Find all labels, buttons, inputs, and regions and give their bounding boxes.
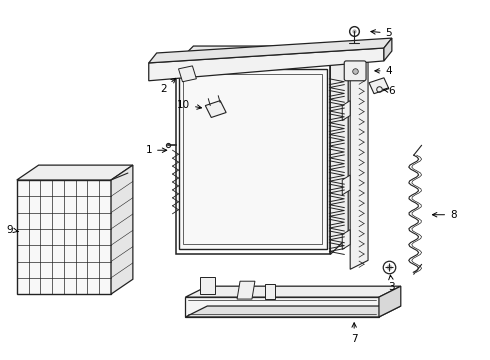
Text: 6: 6 <box>383 86 395 96</box>
Polygon shape <box>185 306 401 317</box>
Text: 9: 9 <box>6 225 19 235</box>
Polygon shape <box>342 230 350 249</box>
Text: 3: 3 <box>389 275 395 292</box>
Polygon shape <box>17 165 133 180</box>
Polygon shape <box>185 297 379 317</box>
Polygon shape <box>200 277 215 294</box>
Text: 5: 5 <box>371 28 392 38</box>
Polygon shape <box>205 100 226 117</box>
Polygon shape <box>265 284 275 299</box>
Polygon shape <box>185 286 401 297</box>
Polygon shape <box>111 165 133 294</box>
Text: 4: 4 <box>375 66 392 76</box>
Text: 8: 8 <box>433 210 457 220</box>
FancyBboxPatch shape <box>344 61 366 81</box>
Polygon shape <box>175 46 348 64</box>
Polygon shape <box>350 57 368 269</box>
Polygon shape <box>384 38 392 61</box>
Text: 10: 10 <box>177 100 201 109</box>
Polygon shape <box>149 38 392 63</box>
Text: 7: 7 <box>351 323 358 344</box>
Polygon shape <box>342 175 350 195</box>
Polygon shape <box>369 78 389 94</box>
Polygon shape <box>178 69 327 249</box>
Text: 1: 1 <box>146 145 167 155</box>
Polygon shape <box>379 286 401 317</box>
Polygon shape <box>237 281 255 299</box>
Polygon shape <box>342 100 350 121</box>
Polygon shape <box>178 66 196 82</box>
Polygon shape <box>149 48 384 81</box>
Polygon shape <box>330 46 348 255</box>
Polygon shape <box>17 180 111 294</box>
Text: 2: 2 <box>160 78 175 94</box>
